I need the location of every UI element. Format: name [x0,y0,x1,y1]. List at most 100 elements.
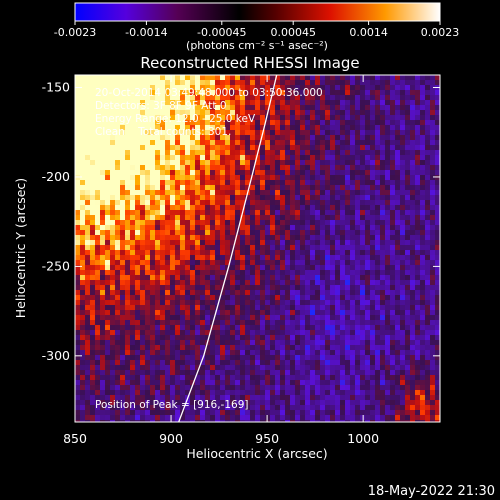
heatmap-cell [415,305,421,311]
heatmap-cell [135,260,141,266]
heatmap-cell [395,95,401,101]
heatmap-cell [365,295,371,301]
heatmap-cell [75,165,81,171]
heatmap-cell [160,355,166,361]
heatmap-cell [175,265,181,271]
heatmap-cell [255,385,261,391]
heatmap-cell [385,225,391,231]
heatmap-cell [380,260,386,266]
heatmap-cell [340,340,346,346]
heatmap-cell [420,375,426,381]
heatmap-cell [415,110,421,116]
heatmap-cell [105,230,111,236]
heatmap-cell [335,290,341,296]
heatmap-cell [240,80,246,86]
heatmap-cell [405,180,411,186]
heatmap-cell [420,120,426,126]
heatmap-cell [430,165,436,171]
heatmap-cell [145,310,151,316]
heatmap-cell [125,250,131,256]
heatmap-cell [105,130,111,136]
heatmap-cell [285,110,291,116]
heatmap-cell [120,385,126,391]
heatmap-cell [190,180,196,186]
heatmap-cell [360,225,366,231]
heatmap-cell [290,380,296,386]
heatmap-cell [410,270,416,276]
heatmap-cell [85,130,91,136]
heatmap-cell [435,230,440,236]
heatmap-cell [165,155,171,161]
heatmap-cell [100,245,106,251]
heatmap-cell [115,395,121,401]
heatmap-cell [350,195,356,201]
heatmap-cell [145,290,151,296]
heatmap-cell [290,405,296,411]
heatmap-cell [200,325,206,331]
heatmap-cell [385,150,391,156]
heatmap-cell [235,215,241,221]
heatmap-cell [235,95,241,101]
heatmap-cell [410,85,416,91]
heatmap-cell [280,175,286,181]
heatmap-cell [320,405,326,411]
heatmap-cell [415,175,421,181]
heatmap-cell [430,90,436,96]
heatmap-cell [110,230,116,236]
heatmap-cell [225,330,231,336]
heatmap-cell [215,110,221,116]
heatmap-cell [125,385,131,391]
heatmap-cell [325,385,331,391]
heatmap-cell [135,85,141,91]
heatmap-cell [310,105,316,111]
heatmap-cell [210,390,216,396]
heatmap-cell [290,95,296,101]
heatmap-cell [210,360,216,366]
heatmap-cell [160,300,166,306]
heatmap-cell [310,200,316,206]
heatmap-cell [85,375,91,381]
heatmap-cell [320,160,326,166]
heatmap-cell [100,275,106,281]
heatmap-cell [345,255,351,261]
heatmap-cell [120,140,126,146]
heatmap-cell [300,370,306,376]
heatmap-cell [160,310,166,316]
heatmap-cell [305,210,311,216]
heatmap-cell [355,320,361,326]
heatmap-cell [375,310,381,316]
heatmap-cell [140,225,146,231]
heatmap-cell [105,155,111,161]
heatmap-cell [75,120,81,126]
heatmap-cell [170,400,176,406]
heatmap-cell [270,165,276,171]
heatmap-cell [160,175,166,181]
heatmap-cell [430,130,436,136]
heatmap-cell [335,130,341,136]
heatmap-cell [120,335,126,341]
heatmap-cell [175,305,181,311]
heatmap-cell [285,120,291,126]
heatmap-cell [190,75,196,81]
heatmap-cell [130,355,136,361]
heatmap-cell [310,315,316,321]
heatmap-cell [380,375,386,381]
heatmap-cell [355,370,361,376]
heatmap-cell [190,375,196,381]
heatmap-cell [420,200,426,206]
heatmap-cell [170,160,176,166]
heatmap-cell [375,235,381,241]
heatmap-cell [265,335,271,341]
heatmap-cell [290,120,296,126]
heatmap-cell [225,150,231,156]
heatmap-cell [370,185,376,191]
heatmap-cell [95,155,101,161]
heatmap-cell [190,210,196,216]
heatmap-cell [400,100,406,106]
heatmap-cell [380,145,386,151]
heatmap-cell [315,160,321,166]
heatmap-cell [340,160,346,166]
heatmap-cell [260,345,266,351]
heatmap-cell [410,405,416,411]
heatmap-cell [410,75,416,81]
